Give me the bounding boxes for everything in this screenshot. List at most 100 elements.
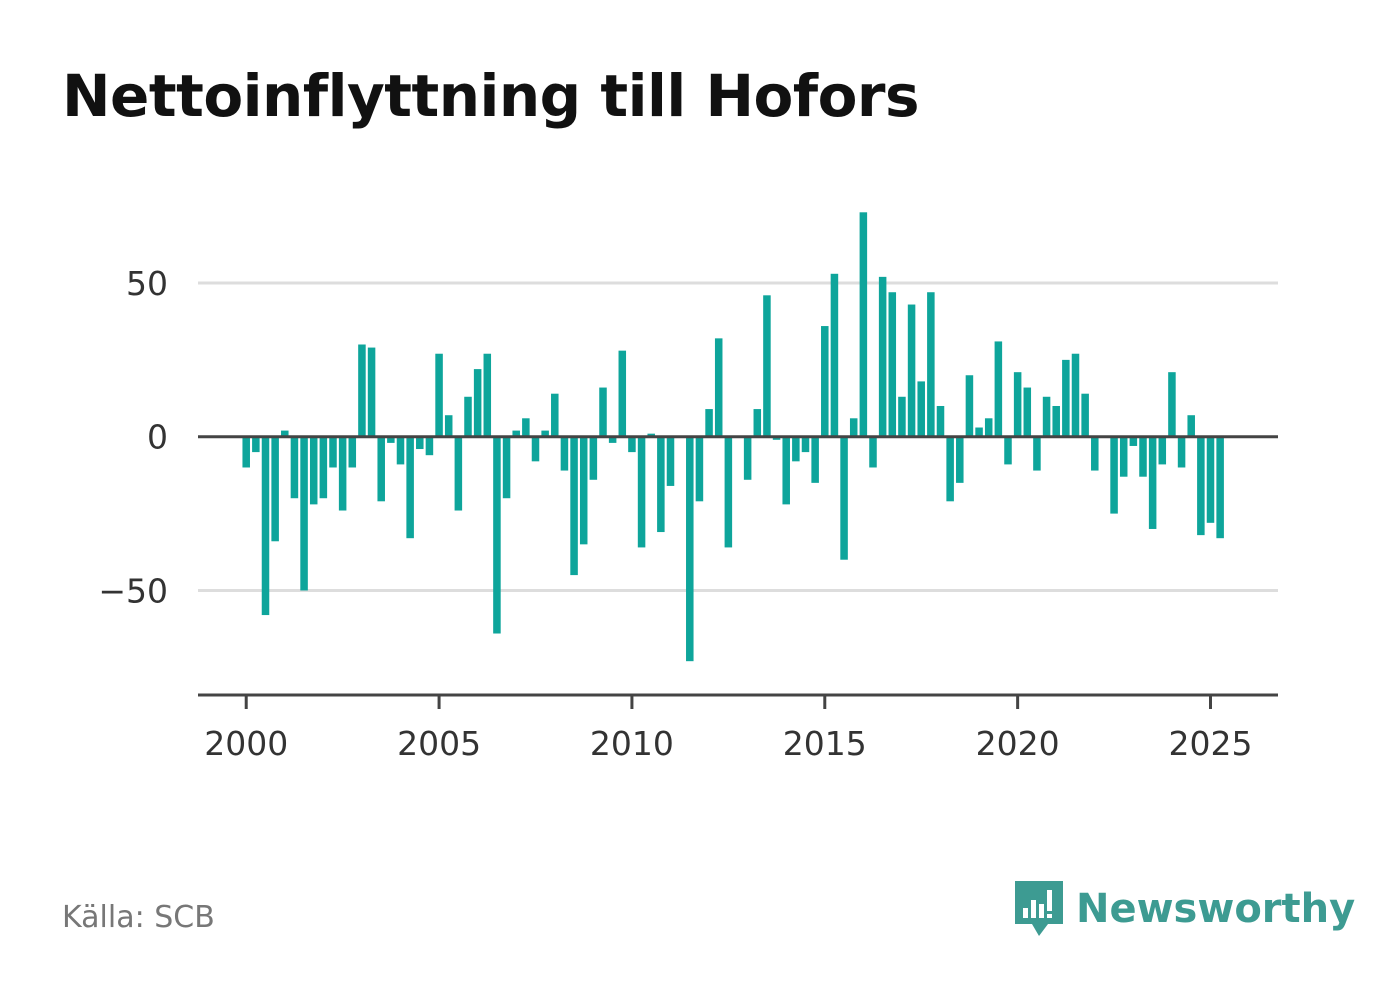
chart-title: Nettoinflyttning till Hofors: [62, 62, 920, 130]
x-tick-label: 2005: [397, 724, 481, 763]
bar: [927, 292, 935, 437]
bar: [473, 369, 482, 437]
x-tick-label: 2025: [1169, 724, 1253, 763]
bar: [329, 436, 337, 468]
brand-name: Newsworthy: [1076, 886, 1356, 932]
bar: [1033, 436, 1041, 471]
bar: [1187, 415, 1195, 437]
y-tick-label: −50: [98, 571, 168, 610]
bar: [502, 436, 511, 499]
x-tick-label: 2010: [590, 724, 674, 763]
bar: [859, 212, 868, 437]
bar: [531, 436, 540, 462]
bar: [1139, 436, 1147, 477]
axes: [198, 435, 1278, 709]
bar: [965, 375, 974, 437]
bar: [1206, 436, 1215, 523]
bar: [358, 344, 366, 437]
bar: [695, 436, 704, 502]
bar: [1129, 436, 1138, 446]
bar: [994, 341, 1003, 437]
bar: [338, 436, 347, 511]
bar: [493, 436, 501, 634]
bar: [560, 436, 569, 471]
bar: [1042, 396, 1051, 437]
bar: [309, 436, 318, 505]
bar: [589, 436, 598, 480]
bar: [907, 304, 916, 437]
bar: [1177, 436, 1186, 468]
bar: [753, 409, 762, 437]
bar: [1013, 372, 1022, 437]
brand-logo[interactable]: Newsworthy: [1012, 878, 1355, 940]
bar: [425, 436, 434, 456]
bar: [1071, 353, 1080, 437]
bar: [377, 436, 385, 502]
bar: [1062, 359, 1070, 437]
bar: [416, 436, 424, 450]
bars: [242, 212, 1224, 662]
bar: [637, 436, 646, 548]
bar: [946, 436, 954, 502]
bar: [348, 436, 357, 468]
bar: [1091, 436, 1099, 471]
bar: [1197, 436, 1205, 536]
bar: [599, 387, 607, 437]
bar: [570, 436, 578, 576]
bar: [888, 292, 897, 437]
bar: [618, 350, 627, 437]
bar: [1110, 436, 1118, 514]
bar: [522, 418, 530, 437]
bar: [579, 436, 588, 545]
bar: [464, 396, 472, 437]
gridlines: [198, 281, 1278, 592]
x-tick-label: 2000: [204, 724, 288, 763]
bar: [984, 418, 993, 437]
bar: [869, 436, 877, 468]
bar: [435, 353, 443, 437]
y-tick-label: 0: [147, 418, 168, 457]
bar: [261, 436, 270, 616]
bar: [801, 436, 810, 453]
bar: [830, 273, 839, 437]
bar: [1216, 436, 1224, 539]
bar: [454, 436, 463, 511]
bar: [1168, 372, 1176, 437]
bar: [444, 415, 453, 437]
bar: [898, 396, 906, 437]
bar: [387, 436, 395, 443]
x-tick-label: 2020: [976, 724, 1060, 763]
bar: [367, 347, 376, 437]
bar: [1119, 436, 1128, 477]
y-tick-label: 50: [126, 264, 168, 303]
source-note: Källa: SCB: [62, 900, 215, 935]
bar: [541, 430, 549, 437]
bar: [743, 436, 752, 480]
bar: [1004, 436, 1012, 465]
bar: [512, 430, 520, 437]
bar: [242, 436, 250, 468]
bar: [271, 436, 279, 542]
bar: [792, 436, 800, 462]
bar: [252, 436, 260, 453]
bar: [975, 427, 983, 437]
bar: [657, 436, 665, 533]
bar: [811, 436, 819, 483]
bar: [936, 405, 945, 437]
bar: [406, 436, 414, 539]
bar: [763, 295, 771, 437]
bar: [821, 326, 829, 437]
bar: [1052, 405, 1060, 437]
tick-labels: −50 0 50 2000 2005 2010 2015 2020 2025: [98, 264, 1252, 763]
bar: [1081, 393, 1089, 437]
bar: [705, 409, 713, 437]
bar-chart-speech-bubble-icon: [1015, 881, 1063, 936]
x-tick-label: 2015: [783, 724, 867, 763]
bar: [281, 430, 289, 437]
bar: [878, 276, 887, 437]
bar: [840, 436, 848, 560]
bar: [666, 436, 675, 486]
bar: [396, 436, 405, 465]
bar: [1158, 436, 1167, 465]
bar: [628, 436, 636, 453]
